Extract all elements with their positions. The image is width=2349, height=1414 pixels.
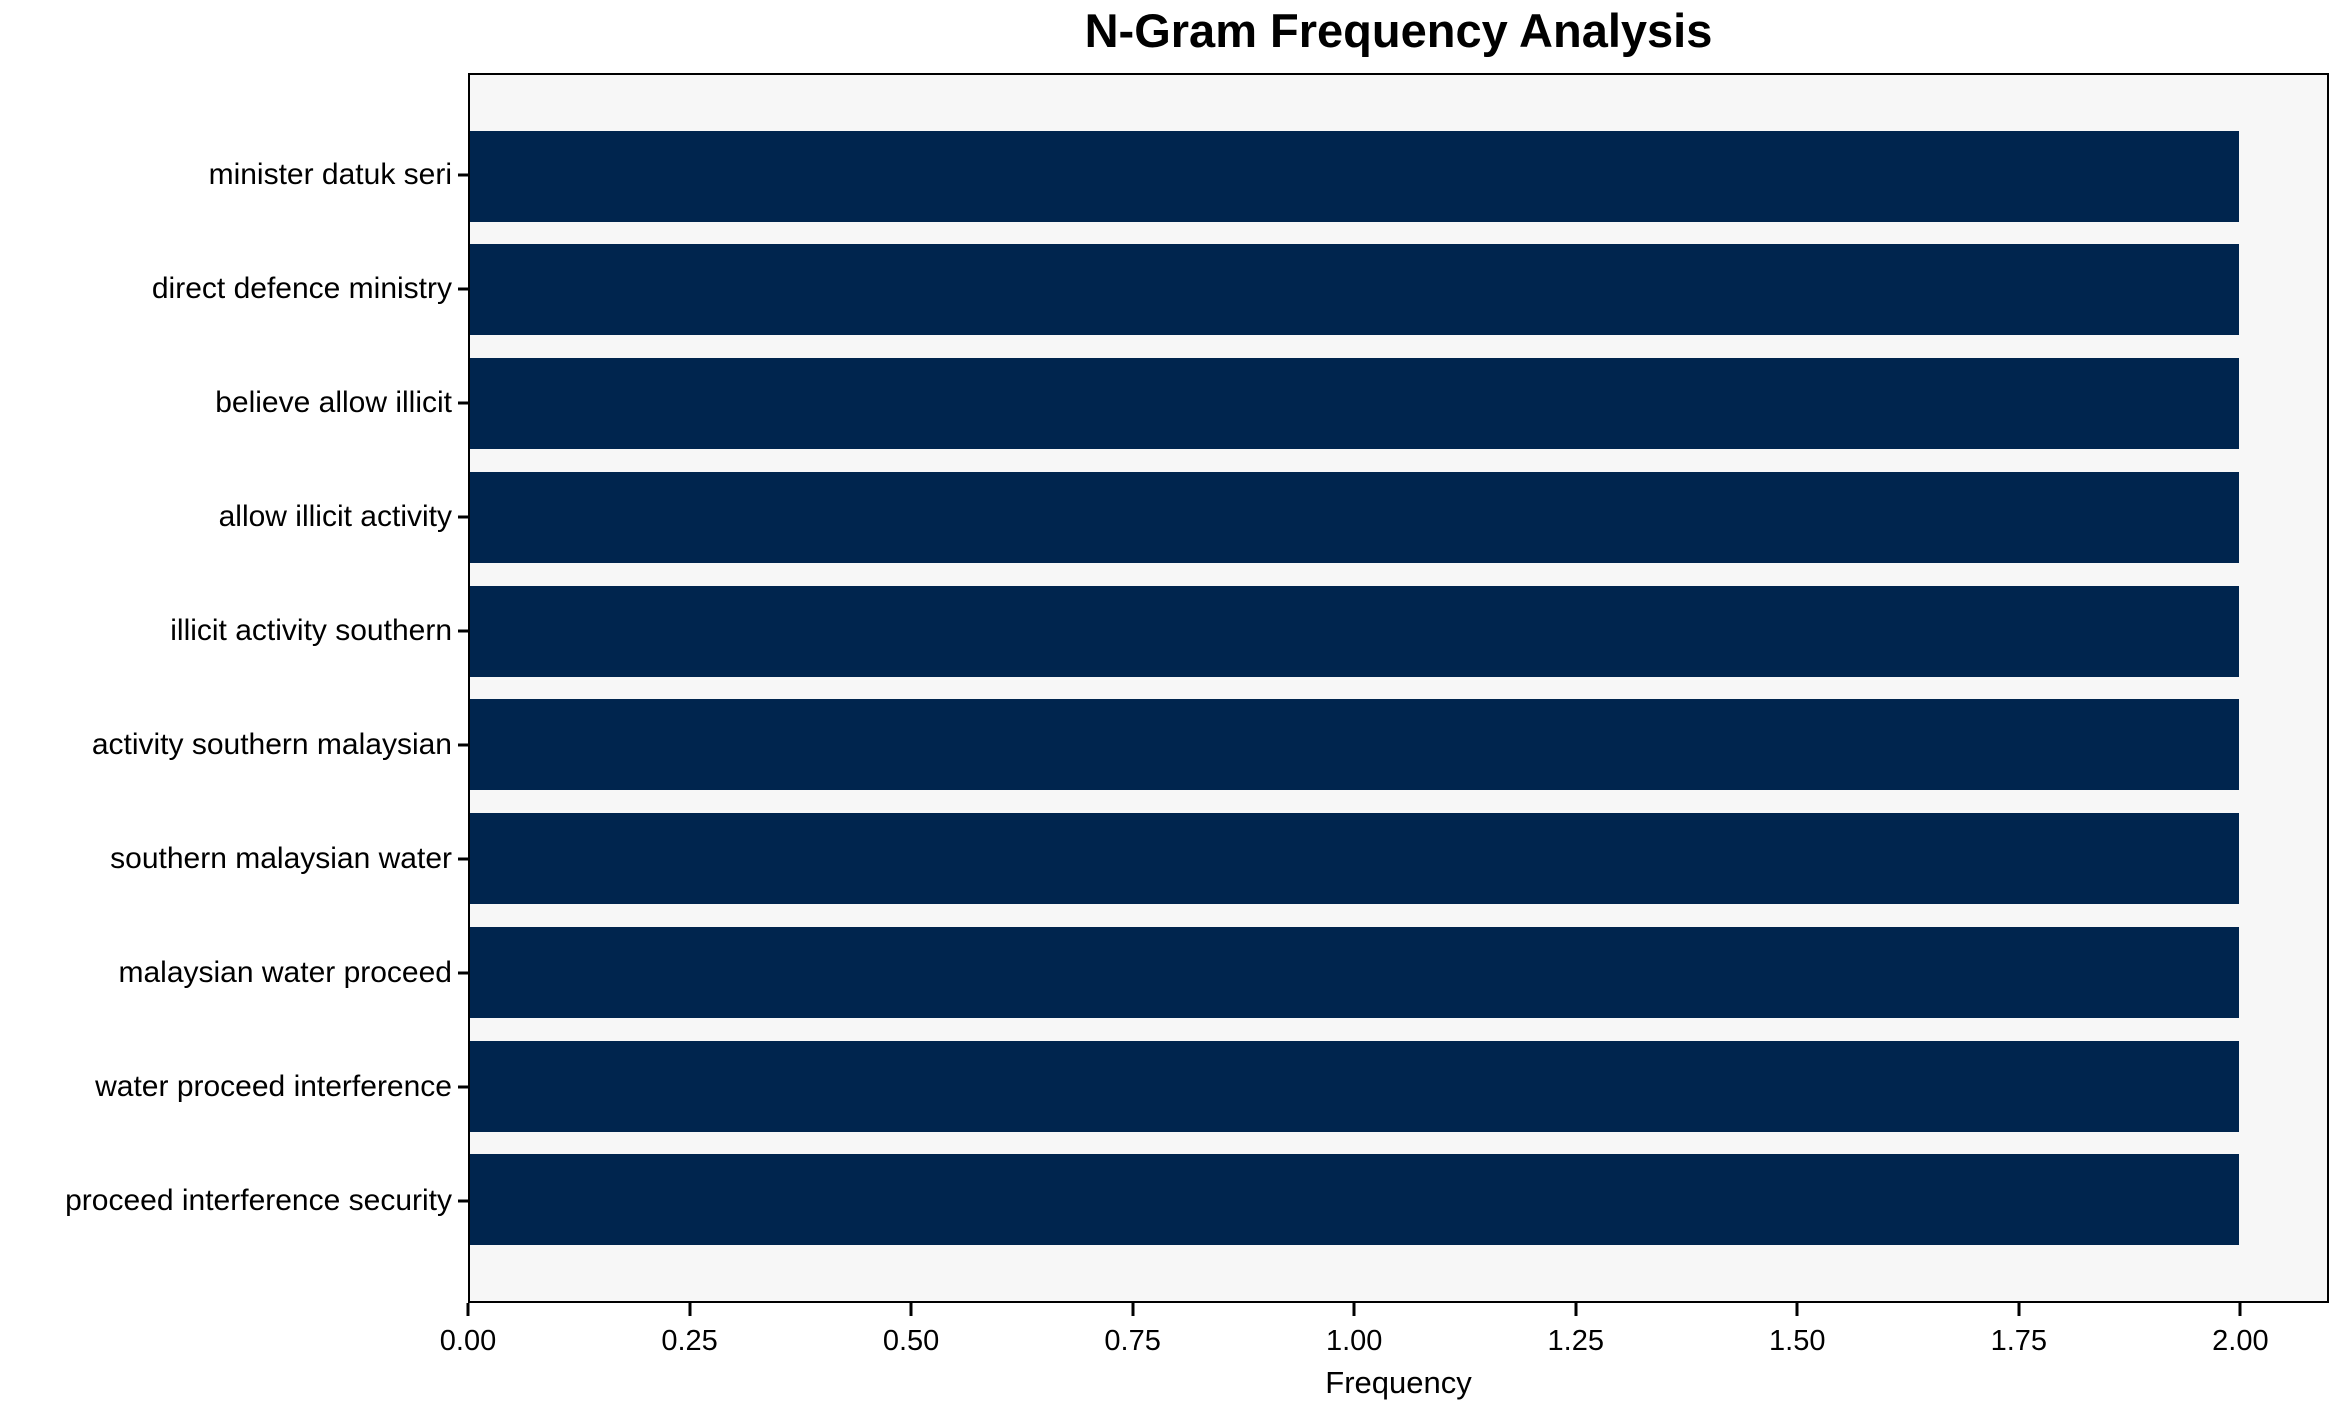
- x-tick-mark: [1131, 1303, 1135, 1316]
- bar: [470, 926, 2239, 1018]
- bar: [470, 1040, 2239, 1132]
- x-tick-mark: [688, 1303, 692, 1316]
- y-tick-mark: [458, 401, 468, 405]
- x-tick-label: 1.50: [1769, 1325, 1826, 1357]
- y-tick-label: minister datuk seri: [208, 157, 452, 191]
- x-tick-label: 0.50: [882, 1325, 940, 1357]
- x-tick-label: 1.00: [1325, 1325, 1383, 1357]
- y-tick-mark: [458, 287, 468, 291]
- x-tick-mark: [2238, 1303, 2242, 1316]
- y-tick-mark: [458, 1085, 468, 1089]
- y-tick-label: allow illicit activity: [218, 499, 452, 533]
- bar: [470, 130, 2239, 222]
- plot-area: [468, 73, 2329, 1303]
- y-tick-mark: [458, 857, 468, 861]
- bar: [470, 244, 2239, 336]
- x-tick-mark: [466, 1303, 470, 1316]
- x-tick-mark: [1352, 1303, 1356, 1316]
- y-tick-label: direct defence ministry: [151, 271, 452, 305]
- x-axis-label: Frequency: [1325, 1365, 1472, 1400]
- x-tick-label: 1.75: [1990, 1325, 2048, 1357]
- x-tick-label: 1.25: [1547, 1325, 1604, 1357]
- x-tick-label: 0.00: [439, 1325, 497, 1357]
- bar: [470, 1154, 2239, 1246]
- y-tick-mark: [458, 1199, 468, 1203]
- y-tick-mark: [458, 173, 468, 177]
- y-tick-label: malaysian water proceed: [118, 956, 452, 990]
- x-tick-label: 2.00: [2212, 1325, 2269, 1357]
- bar: [470, 585, 2239, 677]
- y-tick-mark: [458, 629, 468, 633]
- bar: [470, 358, 2239, 450]
- y-tick-mark: [458, 743, 468, 747]
- y-tick-label: activity southern malaysian: [91, 728, 452, 762]
- y-tick-label: proceed interference security: [65, 1184, 452, 1218]
- y-tick-label: southern malaysian water: [110, 842, 452, 876]
- bar: [470, 699, 2239, 791]
- plot-anchor: N-Gram Frequency Analysis minister datuk…: [65, 4, 2329, 1400]
- chart-title: N-Gram Frequency Analysis: [1084, 4, 1713, 57]
- x-tick-mark: [1795, 1303, 1799, 1316]
- x-tick-mark: [909, 1303, 913, 1316]
- x-tick-mark: [1574, 1303, 1578, 1316]
- y-tick-label: believe allow illicit: [215, 385, 452, 419]
- y-tick-mark: [458, 515, 468, 519]
- x-tick-mark: [2017, 1303, 2021, 1316]
- bar: [470, 471, 2239, 563]
- y-tick-label: water proceed interference: [95, 1070, 452, 1104]
- x-tick-label: 0.75: [1104, 1325, 1161, 1357]
- y-tick-mark: [458, 971, 468, 975]
- x-tick-label: 0.25: [661, 1325, 718, 1357]
- y-tick-label: illicit activity southern: [170, 613, 452, 647]
- bar: [470, 813, 2239, 905]
